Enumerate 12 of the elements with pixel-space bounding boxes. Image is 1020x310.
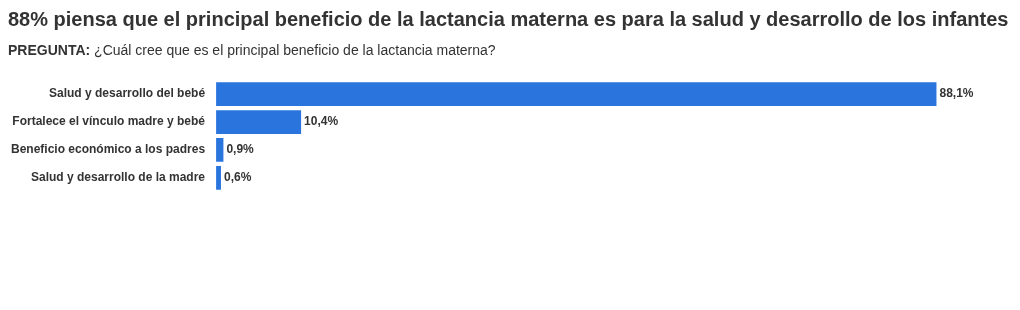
y-tick-label: Salud y desarrollo de la madre bbox=[30, 170, 206, 185]
data-label: 0,6% bbox=[223, 170, 252, 185]
bar bbox=[216, 110, 302, 134]
data-label: 10,4% bbox=[304, 114, 339, 129]
chart-title: 88% piensa que el principal beneficio de la lactancia materna es para la salud y desarrollo de los infantes bbox=[8, 8, 1010, 30]
y-tick-label: Fortalece el vínculo madre y bebé bbox=[12, 114, 206, 129]
y-tick-label: Salud y desarrollo del bebé bbox=[49, 86, 206, 101]
data-label: 88,1% bbox=[939, 86, 974, 101]
y-tick-label: Beneficio económico a los padres bbox=[10, 142, 206, 157]
chart-subtitle: PREGUNTA: ¿Cuál cree que es el principal beneficio de la lactancia materna? bbox=[8, 42, 497, 58]
bar bbox=[216, 82, 937, 107]
data-label: 0,9% bbox=[226, 142, 255, 157]
